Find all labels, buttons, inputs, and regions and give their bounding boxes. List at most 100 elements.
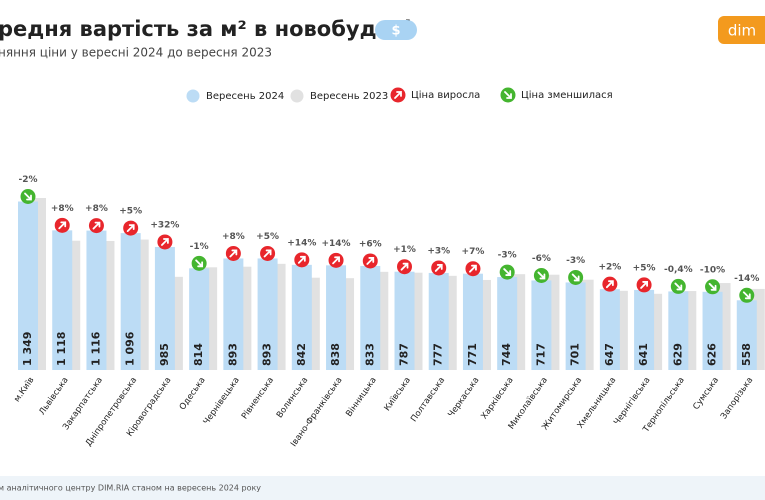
icon-arrow [366,257,375,265]
change-icon [390,87,406,103]
legend-label: Ціна зменшилася [521,89,613,101]
icon-arrow [640,281,648,289]
change-icon [362,253,378,269]
change-icon [670,278,686,294]
legend-label: Вересень 2024 [206,91,284,102]
value-label: 838 [329,343,342,366]
change-label: +7% [462,247,485,257]
change-label: +5% [256,232,279,242]
chart-title: редня вартість за м² в новобудові [0,17,411,41]
bar-2024 [18,201,38,370]
change-icon [191,255,207,271]
value-label: 558 [740,343,753,366]
change-label: +6% [359,239,382,249]
value-label: 893 [226,343,239,366]
value-label: 985 [158,343,171,366]
bar-2024 [565,282,586,370]
bar-2024 [291,264,312,370]
change-icon [260,245,276,261]
value-label: 744 [500,343,513,366]
change-label: +3% [427,246,450,256]
value-label: 1 349 [21,332,34,366]
bar-2024 [360,265,381,370]
value-label: 641 [637,343,650,366]
change-icon [568,269,584,285]
change-label: -3% [498,251,517,261]
legend-label: Вересень 2023 [310,91,388,102]
value-label: 1 116 [89,331,102,366]
change-label: -2% [18,175,37,185]
logo-bg [718,16,765,44]
icon-arrow [263,249,272,258]
change-icon [500,87,516,103]
value-label: 629 [671,343,684,366]
icon-arrow [229,249,238,258]
change-label: +5% [119,207,142,217]
change-icon [157,234,173,250]
icon-arrow [161,238,169,246]
icon-arrow [571,273,580,282]
bar-2024 [428,272,449,370]
icon-arrow [708,282,717,291]
change-label: +14% [287,238,316,248]
logo: dim [728,22,756,40]
change-icon [123,220,139,236]
value-label: 771 [466,343,479,366]
value-label: 777 [432,343,445,366]
icon-arrow [58,221,67,230]
value-label: 1 096 [124,331,137,366]
bar-2024 [668,291,689,370]
change-icon [533,267,549,283]
badge: $ [391,24,400,39]
bar-2024 [497,277,518,370]
change-icon [499,264,515,280]
bar-2024 [154,246,175,370]
change-icon [88,218,104,234]
badge-bg [375,20,417,40]
change-label: -14% [734,274,759,284]
change-icon [294,252,310,268]
change-icon [636,277,652,293]
change-icon [20,188,36,204]
value-label: 626 [706,343,719,366]
change-label: +5% [633,263,656,273]
change-icon [328,252,344,268]
icon-arrow [504,91,512,99]
bar-2024 [86,230,107,370]
change-icon [54,217,70,233]
value-label: 1 118 [55,332,68,366]
change-icon [465,261,481,277]
icon-arrow [195,259,204,268]
legend-label: Ціна виросла [411,89,480,101]
bar-2024 [120,233,141,370]
bar-2024 [634,289,655,370]
change-icon [397,259,412,275]
value-label: 833 [363,343,376,366]
change-label: -10% [700,265,725,275]
bar-2024 [326,265,347,370]
legend-swatch [290,89,304,103]
change-icon [602,276,618,292]
icon-arrow [24,192,32,201]
bar-2024 [394,271,415,370]
icon-arrow [469,264,477,273]
change-label: -1% [190,242,209,252]
change-label: +2% [598,263,621,273]
icon-arrow [394,91,402,99]
icon-arrow [742,291,751,300]
bar-2024 [52,230,73,370]
icon-arrow [674,282,683,291]
icon-arrow [126,224,135,232]
change-label: +8% [85,204,108,214]
bar-2024 [702,291,723,370]
bar-2024 [189,268,210,370]
change-icon [225,245,241,261]
value-label: 842 [295,343,308,366]
icon-arrow [503,268,512,276]
value-label: 701 [569,343,582,366]
value-label: 893 [261,343,274,366]
change-label: +14% [321,239,350,249]
bar-2024 [223,258,244,370]
value-label: 717 [534,343,547,366]
